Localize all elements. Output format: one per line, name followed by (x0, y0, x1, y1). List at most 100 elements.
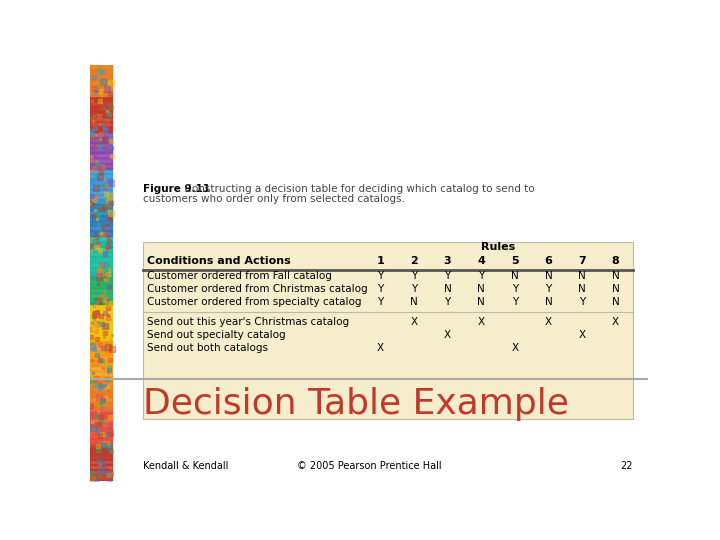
Text: 4: 4 (477, 256, 485, 266)
Bar (90, 137, 112, 143)
Bar (90, 261, 112, 267)
Bar (90, 350, 112, 356)
Bar (90, 95, 112, 101)
Text: N: N (578, 271, 586, 281)
Bar (90, 215, 112, 221)
Text: Constructing a decision table for deciding which catalog to send to: Constructing a decision table for decidi… (179, 184, 535, 194)
Bar (90, 329, 112, 335)
Bar (90, 267, 112, 273)
Text: Y: Y (377, 284, 384, 294)
Bar (90, 428, 112, 434)
Bar (90, 152, 112, 158)
Bar (90, 64, 112, 70)
Bar (90, 106, 112, 112)
Text: X: X (444, 330, 451, 340)
Bar (90, 464, 112, 470)
Text: Y: Y (512, 298, 518, 307)
Bar (90, 397, 112, 403)
Bar (90, 231, 112, 237)
Bar (90, 225, 112, 231)
Bar (90, 360, 112, 366)
Bar (90, 345, 112, 350)
Text: N: N (612, 284, 620, 294)
Text: X: X (511, 343, 518, 353)
Text: Y: Y (377, 298, 384, 307)
Bar (90, 366, 112, 372)
Text: N: N (544, 298, 552, 307)
Bar (90, 251, 112, 257)
Text: N: N (444, 284, 451, 294)
Bar (90, 433, 112, 439)
Text: X: X (545, 316, 552, 327)
Bar (90, 194, 112, 200)
Bar (90, 386, 112, 392)
Bar (90, 79, 112, 85)
Bar (90, 443, 112, 449)
Bar (90, 334, 112, 340)
Bar (90, 287, 112, 294)
Bar (90, 314, 112, 320)
Text: Y: Y (512, 284, 518, 294)
Bar (90, 100, 112, 106)
Text: Y: Y (411, 284, 417, 294)
Text: Send out specialty catalog: Send out specialty catalog (148, 330, 286, 340)
Text: 22: 22 (620, 461, 632, 471)
Text: N: N (544, 271, 552, 281)
Text: N: N (410, 298, 418, 307)
Bar (90, 178, 112, 184)
Text: 8: 8 (612, 256, 620, 266)
Text: N: N (612, 298, 620, 307)
Bar (90, 272, 112, 278)
Bar (90, 246, 112, 252)
Text: N: N (477, 298, 485, 307)
Text: N: N (511, 271, 518, 281)
Text: Send out this year's Christmas catalog: Send out this year's Christmas catalog (148, 316, 349, 327)
Text: 1: 1 (377, 256, 384, 266)
Bar (90, 90, 112, 96)
Bar (90, 256, 112, 262)
Bar (90, 381, 112, 387)
Bar (90, 210, 112, 215)
Bar (90, 85, 112, 91)
Bar (90, 303, 112, 309)
Text: 6: 6 (544, 256, 552, 266)
Text: Y: Y (545, 284, 552, 294)
Bar (90, 199, 112, 205)
Text: Y: Y (411, 271, 417, 281)
Bar (90, 168, 112, 174)
Bar (90, 475, 112, 481)
Bar (90, 220, 112, 226)
Text: 3: 3 (444, 256, 451, 266)
Bar (90, 111, 112, 117)
Bar (90, 158, 112, 164)
Bar (90, 370, 112, 377)
Text: N: N (612, 271, 620, 281)
Text: N: N (477, 284, 485, 294)
Text: X: X (477, 316, 485, 327)
Text: Customer ordered from specialty catalog: Customer ordered from specialty catalog (148, 298, 362, 307)
Text: © 2005 Pearson Prentice Hall: © 2005 Pearson Prentice Hall (297, 461, 441, 471)
Bar (90, 412, 112, 418)
Bar (90, 376, 112, 382)
Bar (90, 142, 112, 148)
Bar (90, 241, 112, 247)
Bar (90, 116, 112, 122)
Bar (90, 459, 112, 465)
Bar (90, 324, 112, 330)
Text: Conditions and Actions: Conditions and Actions (148, 256, 291, 266)
Bar (90, 319, 112, 325)
Text: 7: 7 (578, 256, 586, 266)
Text: Y: Y (579, 298, 585, 307)
Bar (90, 449, 112, 455)
Bar (90, 340, 112, 346)
Text: Y: Y (478, 271, 485, 281)
Text: Y: Y (444, 298, 451, 307)
Bar (90, 282, 112, 288)
Bar (90, 189, 112, 195)
Bar (90, 184, 112, 190)
Text: X: X (377, 343, 384, 353)
Bar (90, 308, 112, 314)
Bar (90, 75, 112, 80)
Bar (90, 126, 112, 132)
Text: N: N (578, 284, 586, 294)
